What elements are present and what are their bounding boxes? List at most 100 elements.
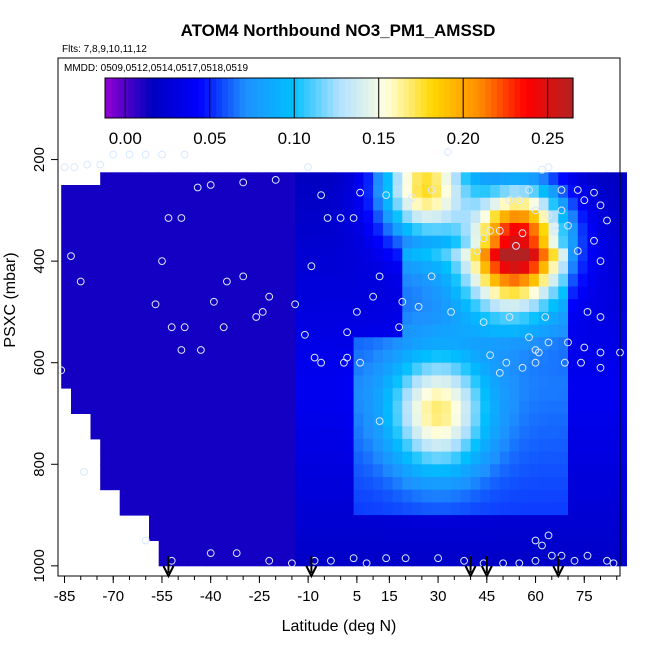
heatmap-cell — [616, 197, 627, 211]
heatmap-cell — [597, 350, 608, 364]
heatmap-cell — [470, 286, 481, 300]
heatmap-cell — [577, 515, 588, 529]
colorbar-swatch — [303, 78, 311, 118]
heatmap-cell — [129, 451, 140, 465]
heatmap-cell — [373, 362, 384, 376]
heatmap-cell — [558, 248, 569, 262]
heatmap-cell — [149, 286, 160, 300]
observation-point — [495, 369, 504, 377]
heatmap-cell — [246, 426, 257, 440]
heatmap-cell — [509, 388, 520, 402]
heatmap-cell — [431, 451, 442, 465]
heatmap-cell — [441, 223, 452, 237]
heatmap-cell — [110, 197, 121, 211]
heatmap-cell — [412, 299, 423, 313]
heatmap-cell — [363, 477, 374, 491]
heatmap-cell — [236, 311, 247, 326]
heatmap-cell — [304, 286, 316, 300]
heatmap-cell — [334, 337, 345, 351]
y-axis-label: PSXC (mbar) — [2, 252, 19, 347]
heatmap-cell — [187, 515, 199, 529]
heatmap-cell — [509, 223, 520, 237]
heatmap-cell — [499, 337, 510, 351]
observation-point — [382, 191, 391, 200]
observation-point — [317, 358, 326, 367]
heatmap-cell — [295, 223, 306, 237]
colorbar-swatch — [438, 78, 445, 118]
colorbar-swatch — [210, 78, 217, 118]
heatmap-cell — [382, 388, 394, 402]
heatmap-cell — [529, 438, 540, 453]
heatmap-cell — [61, 235, 72, 249]
heatmap-cell — [616, 286, 627, 300]
heatmap-cell — [577, 413, 588, 427]
heatmap-cell — [119, 337, 130, 351]
heatmap-cell — [149, 185, 160, 199]
heatmap-cell — [149, 273, 160, 287]
heatmap-cell — [431, 540, 442, 554]
heatmap-cell — [363, 273, 374, 287]
heatmap-cell — [470, 350, 481, 364]
heatmap-cell — [343, 489, 355, 503]
heatmap-cell — [392, 324, 403, 338]
heatmap-cell — [285, 502, 296, 516]
heatmap-cell — [597, 426, 608, 440]
heatmap-cell — [538, 261, 549, 275]
heatmap-cell — [256, 540, 267, 554]
heatmap-cell — [90, 235, 101, 249]
colorbar-swatch — [461, 78, 469, 118]
observation-point — [573, 247, 582, 255]
heatmap-cell — [334, 185, 345, 199]
heatmap-cell — [100, 464, 111, 478]
heatmap-cell — [607, 426, 618, 440]
heatmap-cell — [187, 477, 199, 491]
observation-point — [564, 338, 572, 347]
heatmap-cell — [187, 299, 199, 313]
heatmap-cell — [519, 197, 530, 211]
heatmap-cell — [129, 413, 140, 427]
heatmap-cell — [597, 451, 608, 465]
heatmap-cell — [558, 375, 569, 389]
colorbar-swatch — [192, 78, 200, 118]
heatmap-cell — [587, 286, 598, 300]
heatmap-cell — [334, 324, 345, 338]
heatmap-cell — [256, 502, 267, 516]
heatmap-cell — [529, 477, 540, 491]
heatmap-cell — [197, 502, 208, 516]
heatmap-cell — [441, 464, 452, 478]
heatmap-cell — [548, 223, 559, 237]
heatmap-cell — [509, 172, 520, 186]
heatmap-cell — [470, 235, 481, 249]
heatmap-cell — [207, 235, 218, 249]
heatmap-cell — [129, 185, 140, 199]
heatmap-cell — [451, 540, 462, 554]
heatmap-cell — [382, 248, 394, 262]
heatmap-cell — [470, 451, 481, 465]
heatmap-cell — [392, 553, 403, 567]
heatmap-cell — [100, 375, 111, 389]
heatmap-cell — [460, 375, 471, 389]
heatmap-cell — [187, 273, 199, 287]
heatmap-cell — [499, 388, 510, 402]
heatmap-cell — [480, 515, 491, 529]
heatmap-cell — [392, 540, 403, 554]
heatmap-cell — [246, 248, 257, 262]
observation-point — [125, 150, 134, 159]
heatmap-cell — [178, 172, 189, 186]
heatmap-cell — [460, 464, 471, 478]
heatmap-cell — [441, 273, 452, 287]
heatmap-cell — [256, 489, 267, 503]
heatmap-cell — [256, 362, 267, 376]
heatmap-cell — [149, 413, 160, 427]
heatmap-cell — [373, 337, 384, 351]
heatmap-cell — [382, 185, 394, 199]
heatmap-cell — [61, 324, 72, 338]
heatmap-cell — [373, 388, 384, 402]
heatmap-cell — [499, 400, 510, 414]
heatmap-cell — [353, 515, 364, 529]
heatmap-cell — [217, 426, 228, 440]
heatmap-cell — [529, 375, 540, 389]
heatmap-cell — [265, 515, 277, 529]
colorbar-tick-label: 0.05 — [193, 129, 226, 148]
observation-point — [486, 351, 495, 360]
